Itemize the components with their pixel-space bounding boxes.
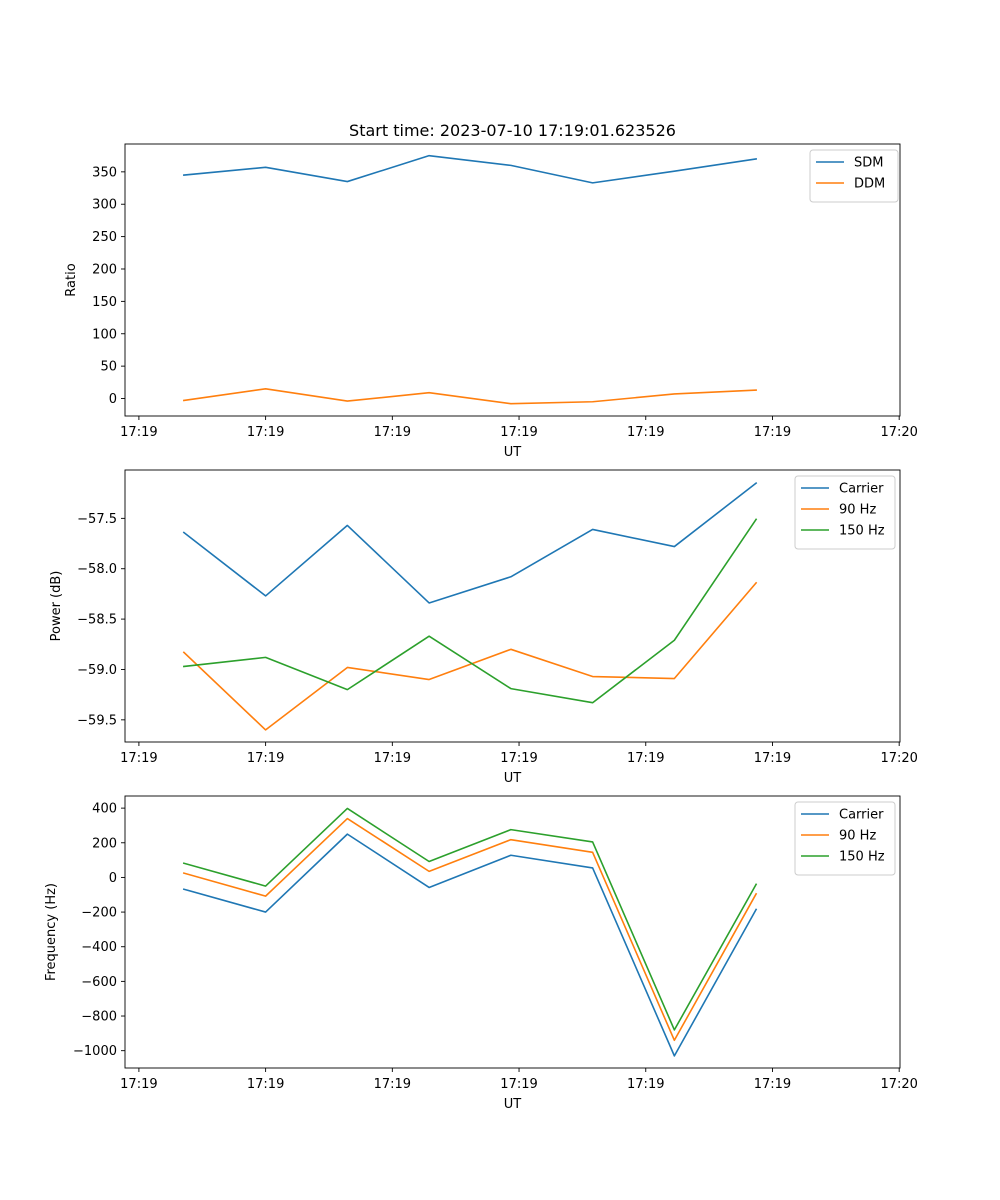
x-axis-label: UT [504, 445, 522, 460]
y-tick-label: 200 [92, 262, 117, 277]
x-axis-label: UT [504, 1097, 522, 1112]
y-tick-label: −59.0 [77, 663, 117, 678]
x-tick-label: 17:19 [247, 425, 284, 440]
x-tick-label: 17:19 [500, 751, 537, 766]
x-tick-label: 17:19 [247, 1077, 284, 1092]
series-line-150-hz [182, 807, 758, 1031]
series-line-90-hz [182, 817, 758, 1042]
x-tick-label: 17:19 [754, 751, 791, 766]
y-tick-label: 0 [109, 871, 117, 886]
x-tick-label: 17:19 [754, 1077, 791, 1092]
series-line-90-hz [182, 581, 758, 731]
x-tick-label: 17:19 [120, 751, 157, 766]
legend-label: DDM [854, 177, 885, 192]
legend-label: Carrier [839, 482, 884, 497]
legend-label: SDM [854, 156, 883, 171]
x-tick-label: 17:19 [500, 1077, 537, 1092]
panels: 17:19 17:19 17:19 17:19 17:19 17:19 17:20 0 50 10… [44, 143, 918, 1112]
y-tick-label: −58.5 [77, 613, 117, 628]
legend-label: 150 Hz [839, 524, 885, 539]
x-tick-label: 17:19 [374, 1077, 411, 1092]
x-tick-label: 17:19 [754, 425, 791, 440]
series-line-150-hz [182, 518, 758, 704]
legend: SDM DDM [809, 149, 899, 203]
y-tick-label: −59.5 [77, 713, 117, 728]
x-tick-label: 17:20 [880, 425, 917, 440]
series-line-carrier [182, 833, 758, 1057]
x-tick-label: 17:19 [120, 1077, 157, 1092]
panel-3: 17:19 17:19 17:19 17:19 17:19 17:19 17:20 −1000… [44, 795, 918, 1112]
x-tick-label: 17:19 [627, 1077, 664, 1092]
x-tick-label: 17:19 [120, 425, 157, 440]
y-tick-label: −1000 [73, 1044, 117, 1059]
x-tick-label: 17:19 [500, 425, 537, 440]
y-tick-label: 350 [92, 165, 117, 180]
axes-frame [124, 469, 901, 743]
series-line-ddm [182, 387, 757, 405]
y-tick-label: −200 [81, 906, 117, 921]
y-tick-label: 300 [92, 198, 117, 213]
x-axis-label: UT [504, 771, 522, 786]
y-tick-label: −400 [81, 940, 117, 955]
panel-1: 17:19 17:19 17:19 17:19 17:19 17:19 17:20 0 50 10… [64, 143, 918, 460]
y-tick-label: 400 [92, 802, 117, 817]
legend: Carrier 90 Hz 150 Hz [794, 801, 896, 876]
y-tick-label: −600 [81, 975, 117, 990]
x-tick-label: 17:19 [627, 425, 664, 440]
y-axis-label: Ratio [64, 263, 79, 296]
series-line-sdm [182, 154, 758, 184]
legend-label: Carrier [839, 808, 884, 823]
y-tick-label: −57.5 [77, 512, 117, 527]
series-line-carrier [182, 481, 758, 604]
y-tick-label: −58.0 [77, 562, 117, 577]
x-tick-label: 17:19 [627, 751, 664, 766]
chart-title: Start time: 2023-07-10 17:19:01.623526 [349, 121, 676, 140]
legend-label: 90 Hz [839, 503, 876, 518]
x-tick-label: 17:19 [374, 425, 411, 440]
y-tick-label: −800 [81, 1010, 117, 1025]
axes-frame [124, 795, 901, 1069]
y-tick-label: 200 [92, 836, 117, 851]
legend-label: 150 Hz [839, 850, 885, 865]
y-tick-label: 150 [92, 295, 117, 310]
y-tick-label: 0 [109, 392, 117, 407]
y-tick-label: 50 [100, 360, 117, 375]
x-tick-label: 17:19 [247, 751, 284, 766]
x-tick-label: 17:20 [880, 1077, 917, 1092]
x-tick-label: 17:19 [374, 751, 411, 766]
legend: Carrier 90 Hz 150 Hz [794, 475, 896, 550]
x-tick-label: 17:20 [880, 751, 917, 766]
y-axis-label: Power (dB) [49, 571, 64, 642]
panel-2: 17:19 17:19 17:19 17:19 17:19 17:19 17:20 −59.5… [49, 469, 918, 786]
legend-box [809, 149, 899, 203]
y-axis-label: Frequency (Hz) [44, 883, 59, 981]
y-tick-label: 250 [92, 230, 117, 245]
legend-label: 90 Hz [839, 829, 876, 844]
y-tick-label: 100 [92, 327, 117, 342]
axes-frame [124, 143, 901, 417]
